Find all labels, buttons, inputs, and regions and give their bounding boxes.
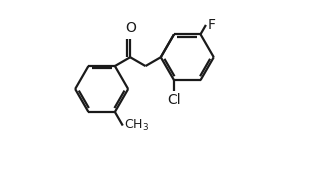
Text: O: O [125,21,136,35]
Text: F: F [207,18,215,32]
Text: CH$_3$: CH$_3$ [124,118,150,133]
Text: Cl: Cl [167,93,181,107]
